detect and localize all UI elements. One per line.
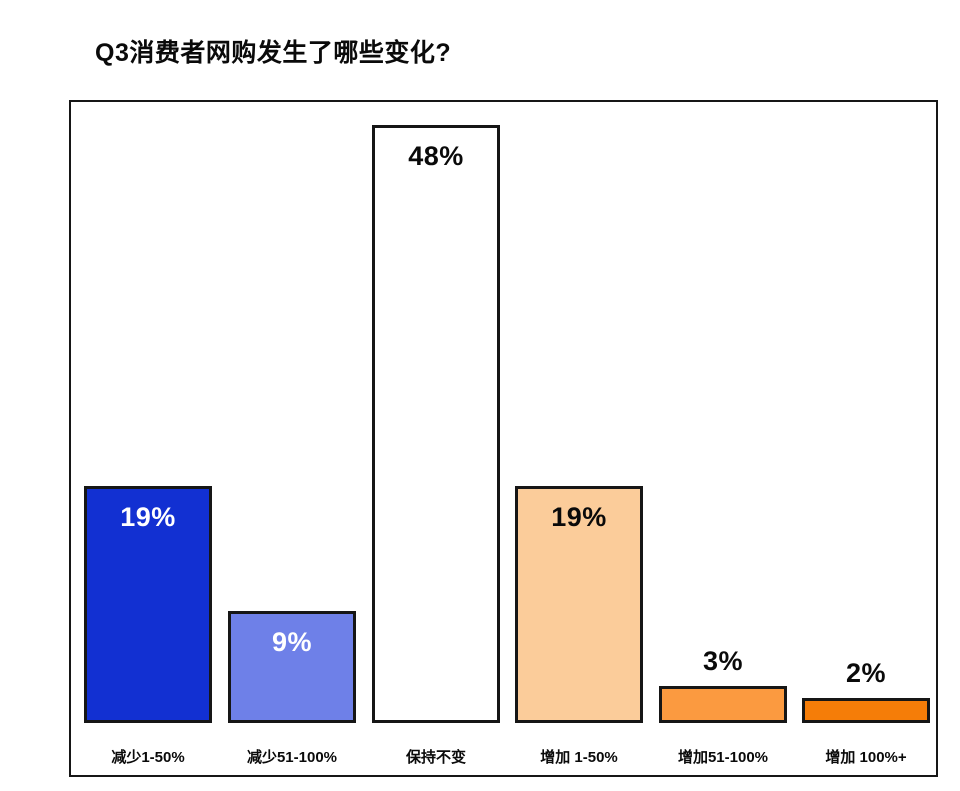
bar-value-label: 19% <box>551 502 607 532</box>
bar-value-label: 9% <box>271 627 313 657</box>
bar-增加 100%+ <box>802 698 930 723</box>
bar-增加51-100% <box>659 686 787 723</box>
chart-plot-area: 19% 减少1-50% 9% 减少51-100% 48% 保持不变 19% 增加 1-50% 3… <box>69 100 938 777</box>
chart-title: Q3消费者网购发生了哪些变化? <box>95 39 452 67</box>
bar-保持不变 <box>372 125 500 723</box>
bar-增加 1-50% <box>515 486 643 723</box>
x-axis-label: 增加 1-50% <box>540 749 618 766</box>
bar-减少1-50% <box>84 486 212 723</box>
bar-value-label: 48% <box>408 141 464 171</box>
bar-减少51-100% <box>228 611 356 723</box>
x-axis-label: 增加 100%+ <box>825 749 907 766</box>
x-axis-label: 增加51-100% <box>677 749 769 766</box>
x-axis-label: 减少1-50% <box>111 749 185 766</box>
bar-value-label: 3% <box>702 646 744 676</box>
bar-value-label: 2% <box>845 658 887 688</box>
bar-value-label: 19% <box>120 502 176 532</box>
x-axis-label: 保持不变 <box>405 749 466 766</box>
x-axis-label: 减少51-100% <box>246 749 338 766</box>
